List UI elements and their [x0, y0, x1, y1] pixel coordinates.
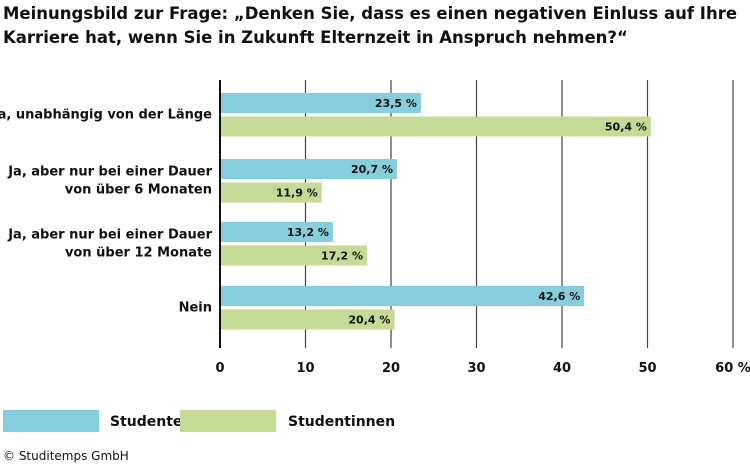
title-line: Meinungsbild zur Frage: „Denken Sie, das… — [3, 4, 737, 23]
source-credit: © Studitemps GmbH — [3, 449, 129, 463]
bar-studenten — [221, 159, 397, 179]
bars: 23,5 % 50,4 % 20,7 % 11,9 % 13,2 % 17,2 % 42,6… — [221, 93, 651, 330]
bar-studenten — [221, 93, 421, 113]
data-label: 11,9 % — [276, 187, 318, 200]
tick-label: 50 — [638, 361, 656, 376]
legend-swatch — [180, 410, 276, 432]
bar-studentinnen — [221, 116, 651, 137]
data-label: 13,2 % — [287, 226, 329, 239]
category-label: Ja, unabhängig von der Länge — [0, 108, 212, 123]
data-label: 50,4 % — [605, 121, 647, 134]
x-axis-ticks: 0 10 20 30 40 50 60 % — [215, 361, 750, 376]
tick-label: 20 — [382, 361, 400, 376]
tick-label: 40 — [553, 361, 571, 376]
category-label: Ja, aber nur bei einer Dauer — [7, 165, 212, 180]
tick-label: 30 — [467, 361, 485, 376]
category-label: Ja, aber nur bei einer Dauer — [7, 228, 212, 243]
data-label: 23,5 % — [375, 97, 417, 110]
bar-studentinnen — [221, 182, 322, 203]
bar-studentinnen — [221, 245, 368, 266]
tick-label: 60 % — [715, 361, 750, 376]
legend-label: Studentinnen — [288, 414, 395, 430]
tick-label: 0 — [215, 361, 224, 376]
legend-label: Studenten — [110, 414, 192, 430]
data-label: 17,2 % — [321, 250, 363, 263]
tick-label: 10 — [296, 361, 314, 376]
bar-studenten — [221, 286, 585, 306]
category-label: Nein — [179, 301, 212, 316]
chart-title: Meinungsbild zur Frage: „Denken Sie, das… — [3, 4, 737, 47]
category-label: von über 6 Monaten — [65, 183, 212, 198]
data-label: 20,4 % — [348, 314, 390, 327]
data-label: 42,6 % — [538, 290, 580, 303]
category-label: von über 12 Monate — [65, 246, 212, 261]
title-line: Karriere hat, wenn Sie in Zukunft Eltern… — [3, 28, 628, 47]
legend: Studenten Studentinnen — [3, 410, 395, 432]
category-labels: Ja, unabhängig von der Länge Ja, aber nur… — [0, 108, 213, 316]
legend-swatch — [3, 410, 99, 432]
bar-studentinnen — [221, 309, 395, 330]
bar-studenten — [221, 222, 333, 242]
data-label: 20,7 % — [351, 163, 393, 176]
